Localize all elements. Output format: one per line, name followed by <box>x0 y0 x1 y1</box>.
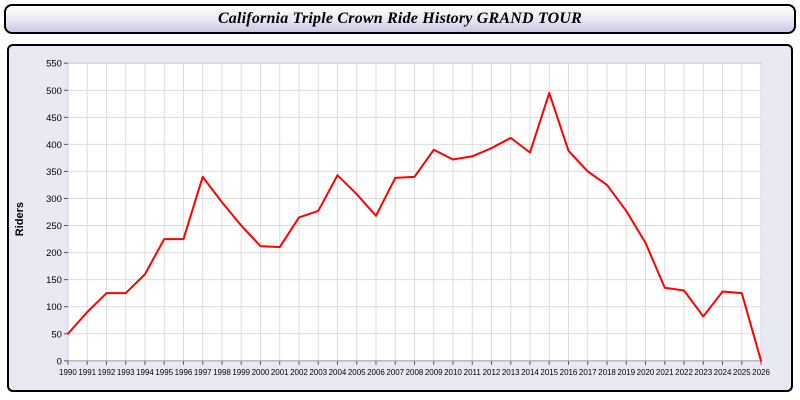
x-tick-label: 1996 <box>175 368 193 377</box>
x-tick-label: 2025 <box>733 368 751 377</box>
y-tick-label: 150 <box>46 275 62 286</box>
series-line-riders <box>66 91 763 362</box>
x-tick-label: 2016 <box>560 368 578 377</box>
chart-svg: 1990 1991 1992 1993 1994 1995 1996 1997 1998 1999… <box>46 59 770 377</box>
x-tick-label: 1998 <box>213 368 231 377</box>
x-tick-label: 2010 <box>444 368 462 377</box>
x-tick-label: 1999 <box>232 368 250 377</box>
x-tick-label: 1991 <box>78 368 96 377</box>
y-tick-label: 450 <box>46 113 62 124</box>
x-tick-label: 2023 <box>694 368 712 377</box>
y-tick-label: 350 <box>46 167 62 178</box>
y-tick-label: 200 <box>46 248 62 259</box>
chart-body: Riders 1990 1991 1992 1993 1994 1995 1996 1997 1… <box>13 48 789 390</box>
y-tick-label: 0 <box>57 356 62 367</box>
x-tick-label: 2026 <box>752 368 770 377</box>
x-tick-label: 2020 <box>637 368 655 377</box>
x-tick-label: 2014 <box>521 368 539 377</box>
x-tick-label: 2002 <box>290 368 308 377</box>
y-tick-label: 250 <box>46 221 62 232</box>
x-tick-label: 2012 <box>483 368 501 377</box>
x-tick-label: 2005 <box>348 368 366 377</box>
x-tick-label: 2021 <box>656 368 674 377</box>
x-tick-label: 1994 <box>136 368 154 377</box>
x-tick-label: 2000 <box>252 368 270 377</box>
x-tick-label: 1990 <box>59 368 77 377</box>
chart-panel: Riders 1990 1991 1992 1993 1994 1995 1996 1997 1… <box>7 44 793 392</box>
x-tick-label: 2001 <box>271 368 289 377</box>
y-tick-label: 500 <box>46 86 62 97</box>
x-tick-label: 2019 <box>617 368 635 377</box>
x-tick-label: 1992 <box>98 368 116 377</box>
x-tick-label: 2013 <box>502 368 520 377</box>
x-tick-label: 1995 <box>155 368 173 377</box>
x-tick-label: 2017 <box>579 368 597 377</box>
x-tick-label: 2018 <box>598 368 616 377</box>
x-tick-label: 2011 <box>464 368 482 377</box>
y-tick-label: 50 <box>51 329 62 340</box>
chart-title: California Triple Crown Ride History GRA… <box>217 10 583 27</box>
x-tick-label: 2003 <box>309 368 327 377</box>
y-axis-title: Riders <box>14 201 26 237</box>
y-tick-label: 100 <box>46 302 62 313</box>
x-tick-label: 2022 <box>675 368 693 377</box>
x-tick-label: 2004 <box>329 368 347 377</box>
y-tick-label: 400 <box>46 140 62 151</box>
x-tick-label: 2015 <box>540 368 558 377</box>
x-tick-label: 2009 <box>425 368 443 377</box>
chart-title-bar: California Triple Crown Ride History GRA… <box>4 4 796 34</box>
x-tick-label: 2006 <box>367 368 385 377</box>
x-tick-label: 1997 <box>194 368 212 377</box>
x-tick-label: 1993 <box>117 368 135 377</box>
x-tick-label: 2024 <box>714 368 732 377</box>
y-tick-label: 300 <box>46 194 62 205</box>
y-tick-label: 550 <box>46 59 62 70</box>
x-tick-label: 2007 <box>386 368 404 377</box>
x-tick-label: 2008 <box>406 368 424 377</box>
